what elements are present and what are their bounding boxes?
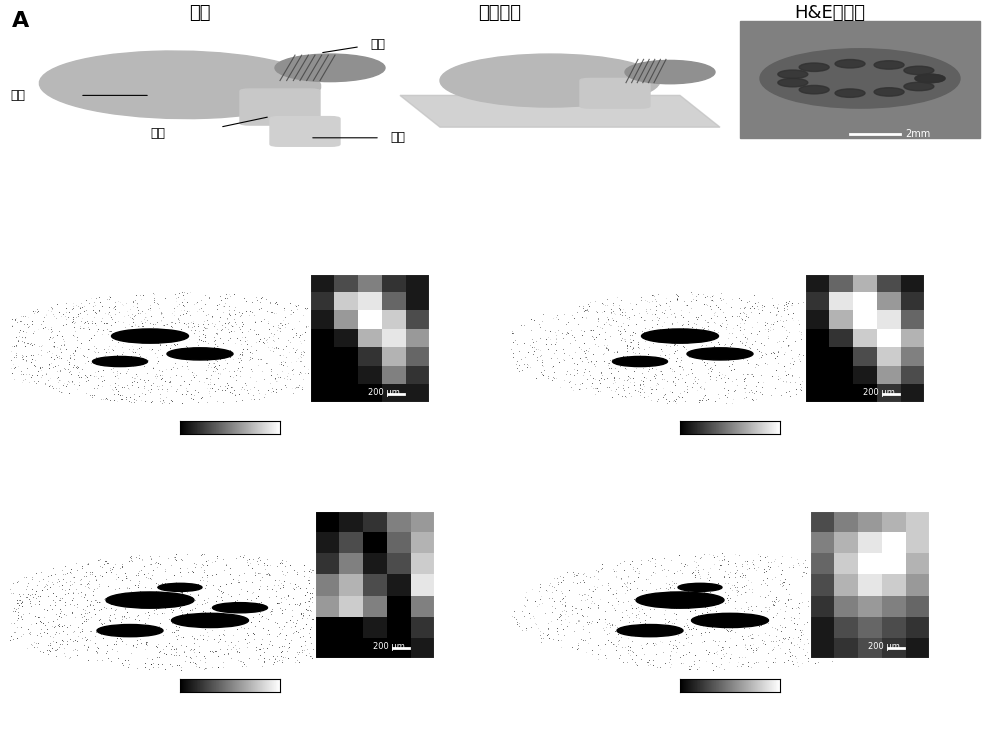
Text: 42%: 42% <box>785 423 810 433</box>
Ellipse shape <box>835 89 865 98</box>
Text: 水平切面: 水平切面 <box>479 4 522 22</box>
Text: 2mm: 2mm <box>905 129 930 138</box>
Ellipse shape <box>97 625 163 636</box>
Text: B1: B1 <box>107 232 133 250</box>
Ellipse shape <box>617 625 683 636</box>
Text: 200 μm: 200 μm <box>868 642 900 651</box>
Ellipse shape <box>778 70 808 78</box>
Ellipse shape <box>692 613 768 628</box>
Ellipse shape <box>915 74 945 83</box>
Ellipse shape <box>636 592 724 608</box>
FancyBboxPatch shape <box>270 117 340 147</box>
Text: B2: B2 <box>567 232 593 250</box>
Bar <box>760 576 800 588</box>
Text: ×100: ×100 <box>245 545 277 554</box>
Ellipse shape <box>642 329 718 343</box>
Ellipse shape <box>904 82 934 91</box>
Bar <box>240 576 280 588</box>
Text: 200 μm: 200 μm <box>368 388 400 397</box>
Ellipse shape <box>904 66 934 75</box>
Text: C22:0-羟基-硫苷脂, [M-H]⁻ m/z 878.60: C22:0-羟基-硫苷脂, [M-H]⁻ m/z 878.60 <box>240 232 460 245</box>
Ellipse shape <box>39 51 321 118</box>
Text: 200 μm: 200 μm <box>373 642 405 651</box>
Ellipse shape <box>275 54 385 81</box>
Text: 丙酮清洗: 丙酮清洗 <box>510 516 544 530</box>
Ellipse shape <box>760 49 960 108</box>
Text: H&E染色图: H&E染色图 <box>795 4 866 22</box>
Text: 未处理: 未处理 <box>10 252 35 266</box>
Text: C2: C2 <box>567 496 593 514</box>
Ellipse shape <box>874 61 904 69</box>
FancyBboxPatch shape <box>740 21 980 138</box>
Bar <box>750 317 785 329</box>
Ellipse shape <box>687 348 753 360</box>
Ellipse shape <box>799 85 829 94</box>
Text: 鼠脑: 鼠脑 <box>189 4 211 22</box>
Ellipse shape <box>440 54 660 107</box>
Ellipse shape <box>212 602 268 613</box>
Ellipse shape <box>112 329 188 343</box>
Text: 2%: 2% <box>157 423 175 433</box>
Text: 21%: 21% <box>150 680 175 690</box>
Text: A: A <box>12 10 29 30</box>
Ellipse shape <box>92 357 148 366</box>
Text: 丙酮清洗: 丙酮清洗 <box>510 252 544 266</box>
Text: 17%: 17% <box>650 680 675 690</box>
Text: C1: C1 <box>107 496 133 514</box>
Ellipse shape <box>167 348 233 360</box>
Ellipse shape <box>778 78 808 87</box>
Text: C32:0-磷脂酰胆碱, [M+H]⁺ m/z 734.57: C32:0-磷脂酰胆碱, [M+H]⁺ m/z 734.57 <box>239 496 461 509</box>
Ellipse shape <box>835 59 865 68</box>
Ellipse shape <box>625 61 715 84</box>
FancyBboxPatch shape <box>240 89 320 125</box>
Ellipse shape <box>172 613 248 628</box>
Ellipse shape <box>799 63 829 72</box>
Text: ×100: ×100 <box>235 280 267 290</box>
Text: 小脑: 小脑 <box>370 38 385 51</box>
Text: 延髓: 延髓 <box>390 131 405 144</box>
Bar <box>230 317 265 329</box>
Text: ×100: ×100 <box>765 545 797 554</box>
Ellipse shape <box>612 357 668 366</box>
Ellipse shape <box>915 74 945 83</box>
Ellipse shape <box>874 88 904 96</box>
Polygon shape <box>400 95 720 127</box>
Text: 2%: 2% <box>657 423 675 433</box>
Ellipse shape <box>158 583 202 591</box>
Text: ×100: ×100 <box>755 280 787 290</box>
Ellipse shape <box>106 592 194 608</box>
Text: 57%: 57% <box>285 423 310 433</box>
Ellipse shape <box>678 583 722 591</box>
FancyBboxPatch shape <box>580 78 650 108</box>
Text: 200 μm: 200 μm <box>863 388 895 397</box>
Text: 大脑: 大脑 <box>10 89 25 102</box>
Text: 72%: 72% <box>285 680 310 690</box>
Text: 未处理: 未处理 <box>10 516 35 530</box>
Text: 脑干: 脑干 <box>150 127 165 140</box>
Text: 70%: 70% <box>785 680 810 690</box>
